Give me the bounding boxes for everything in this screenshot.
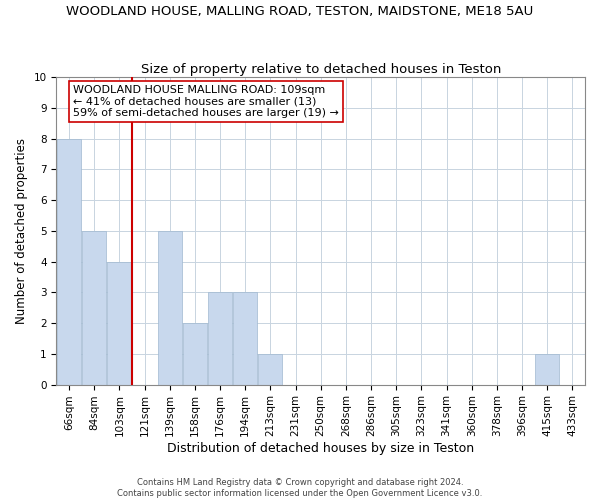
Bar: [82, 231, 106, 384]
Bar: [107, 262, 131, 384]
Bar: [233, 292, 257, 384]
Bar: [158, 231, 182, 384]
Text: WOODLAND HOUSE MALLING ROAD: 109sqm
← 41% of detached houses are smaller (13)
59: WOODLAND HOUSE MALLING ROAD: 109sqm ← 41…: [73, 85, 338, 118]
Bar: [57, 138, 81, 384]
Bar: [259, 354, 283, 384]
Text: WOODLAND HOUSE, MALLING ROAD, TESTON, MAIDSTONE, ME18 5AU: WOODLAND HOUSE, MALLING ROAD, TESTON, MA…: [67, 5, 533, 18]
Text: Contains HM Land Registry data © Crown copyright and database right 2024.
Contai: Contains HM Land Registry data © Crown c…: [118, 478, 482, 498]
Y-axis label: Number of detached properties: Number of detached properties: [15, 138, 28, 324]
Bar: [535, 354, 559, 384]
Bar: [183, 323, 207, 384]
X-axis label: Distribution of detached houses by size in Teston: Distribution of detached houses by size …: [167, 442, 474, 455]
Bar: [208, 292, 232, 384]
Title: Size of property relative to detached houses in Teston: Size of property relative to detached ho…: [140, 63, 501, 76]
